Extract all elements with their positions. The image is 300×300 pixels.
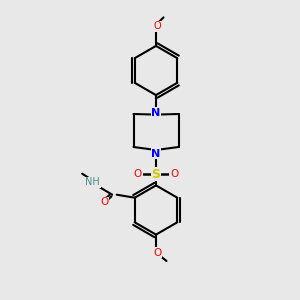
- Text: NH: NH: [85, 177, 100, 187]
- Text: O: O: [154, 21, 161, 32]
- Text: O: O: [100, 197, 109, 207]
- Text: O: O: [153, 248, 162, 258]
- Text: O: O: [170, 169, 178, 179]
- Text: O: O: [134, 169, 142, 179]
- Text: N: N: [152, 107, 160, 118]
- Text: S: S: [152, 167, 160, 181]
- Text: N: N: [152, 149, 160, 159]
